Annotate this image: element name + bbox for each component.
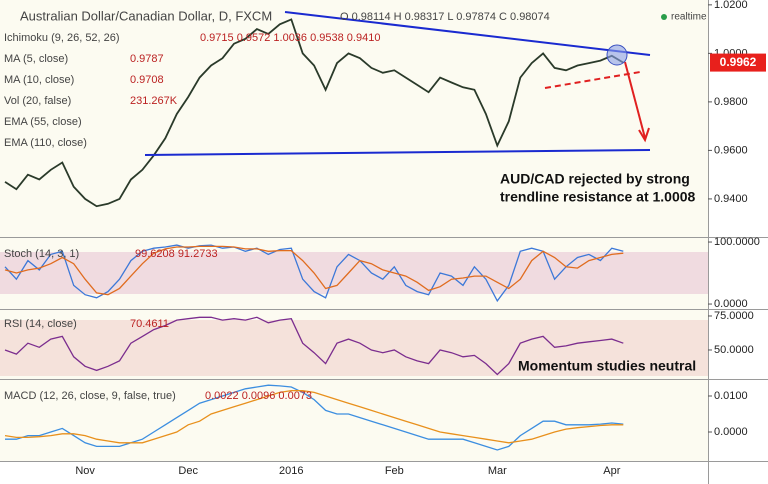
last-price-box [710,53,766,72]
indicator-name: Vol (20, false) [4,95,71,107]
status: realtime [671,12,707,23]
indicator-readout: 0.9708 [130,74,164,86]
x-tick-label: Nov [75,465,95,477]
series-line [4,18,624,208]
status-dot [661,14,667,20]
panel-readout: 99.6208 91.2733 [135,248,218,260]
chart-title: Australian Dollar/Canadian Dollar, D, FX… [20,8,272,23]
panel-readout: 0.0022 0.0096 0.0073 [205,390,312,402]
y-tick-label: 50.0000 [714,344,754,356]
indicator-name: EMA (110, close) [4,137,87,149]
series-line [4,316,624,376]
annotation: Momentum studies neutral [518,358,696,374]
y-tick-label: 0.0000 [714,426,748,438]
trendlines [144,11,651,156]
ohlc: O 0.98114 H 0.98317 L 0.97874 C 0.98074 [340,11,550,23]
marks [4,18,624,451]
y-tick-label: 75.0000 [714,310,754,322]
indicator-name: Ichimoku (9, 26, 52, 26) [4,32,120,44]
x-tick-label: Apr [603,465,620,477]
rsi-band [0,320,708,376]
indicator-readout: 231.267K [130,95,178,107]
panel-readout: 70.4611 [130,318,169,330]
y-tick-label: 0.9600 [714,144,748,156]
x-tick-label: Dec [178,465,198,477]
indicator-name: MA (10, close) [4,74,74,86]
series-line [4,245,624,296]
plot-background [0,0,708,462]
x-tick-label: 2016 [279,465,303,477]
indicator-name: EMA (55, close) [4,116,82,128]
annotation: AUD/CAD rejected by strong [500,171,690,187]
series-line [5,384,624,451]
y-tick-label: 0.9400 [714,193,748,205]
series-line [4,244,624,303]
series-line [4,389,624,444]
y-tick-label: 0.0100 [714,390,748,402]
indicator-readout: 0.9787 [130,53,164,65]
stoch-band [0,252,708,294]
annotation: trendline resistance at 1.0008 [500,189,696,205]
x-tick-label: Mar [488,465,507,477]
panel-title: RSI (14, close) [4,318,77,330]
indicator-readout: 0.9715 0.9572 1.0036 0.9538 0.9410 [200,32,380,44]
y-tick-label: 0.0000 [714,298,748,310]
indicator-name: MA (5, close) [4,53,68,65]
last-price-label: 0.9962 [720,55,757,69]
x-tick-label: Feb [385,465,404,477]
panel-title: Stoch (14, 3, 1) [4,248,79,260]
y-tick-label: 1.0200 [714,0,748,11]
y-tick-label: 100.0000 [714,236,760,248]
panel-title: MACD (12, 26, close, 9, false, true) [4,390,176,402]
y-tick-label: 0.9800 [714,96,748,108]
